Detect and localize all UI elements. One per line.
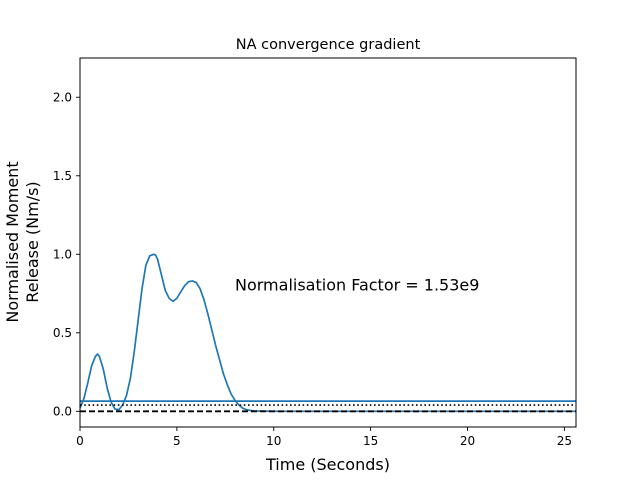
y-tick-label: 0.5: [53, 326, 72, 340]
chart-title: NA convergence gradient: [236, 37, 421, 53]
x-axis-label: Time (Seconds): [265, 455, 390, 474]
x-tick-label: 0: [76, 434, 84, 448]
series-layer: [79, 253, 576, 413]
x-axis-ticks: 0 5 10 15 20 25: [76, 427, 572, 448]
y-tick-label: 2.0: [53, 90, 72, 104]
x-tick-label: 25: [557, 434, 572, 448]
y-tick-label: 0.0: [53, 404, 72, 418]
x-tick-label: 20: [460, 434, 475, 448]
x-tick-label: 10: [266, 434, 281, 448]
axes-frame: [79, 57, 577, 428]
x-tick-label: 5: [173, 434, 181, 448]
y-tick-label: 1.5: [53, 169, 72, 183]
normalisation-annotation: Normalisation Factor = 1.53e9: [235, 276, 479, 295]
plot-area: Normalisation Factor = 1.53e9: [79, 253, 576, 413]
y-tick-label: 1.0: [53, 247, 72, 261]
y-axis-label-line-1: Normalised Moment: [3, 161, 22, 322]
x-tick-label: 15: [363, 434, 378, 448]
y-axis-ticks: 0.0 0.5 1.0 1.5 2.0: [53, 90, 80, 418]
y-axis-label-line-2: Release (Nm/s): [23, 181, 42, 302]
